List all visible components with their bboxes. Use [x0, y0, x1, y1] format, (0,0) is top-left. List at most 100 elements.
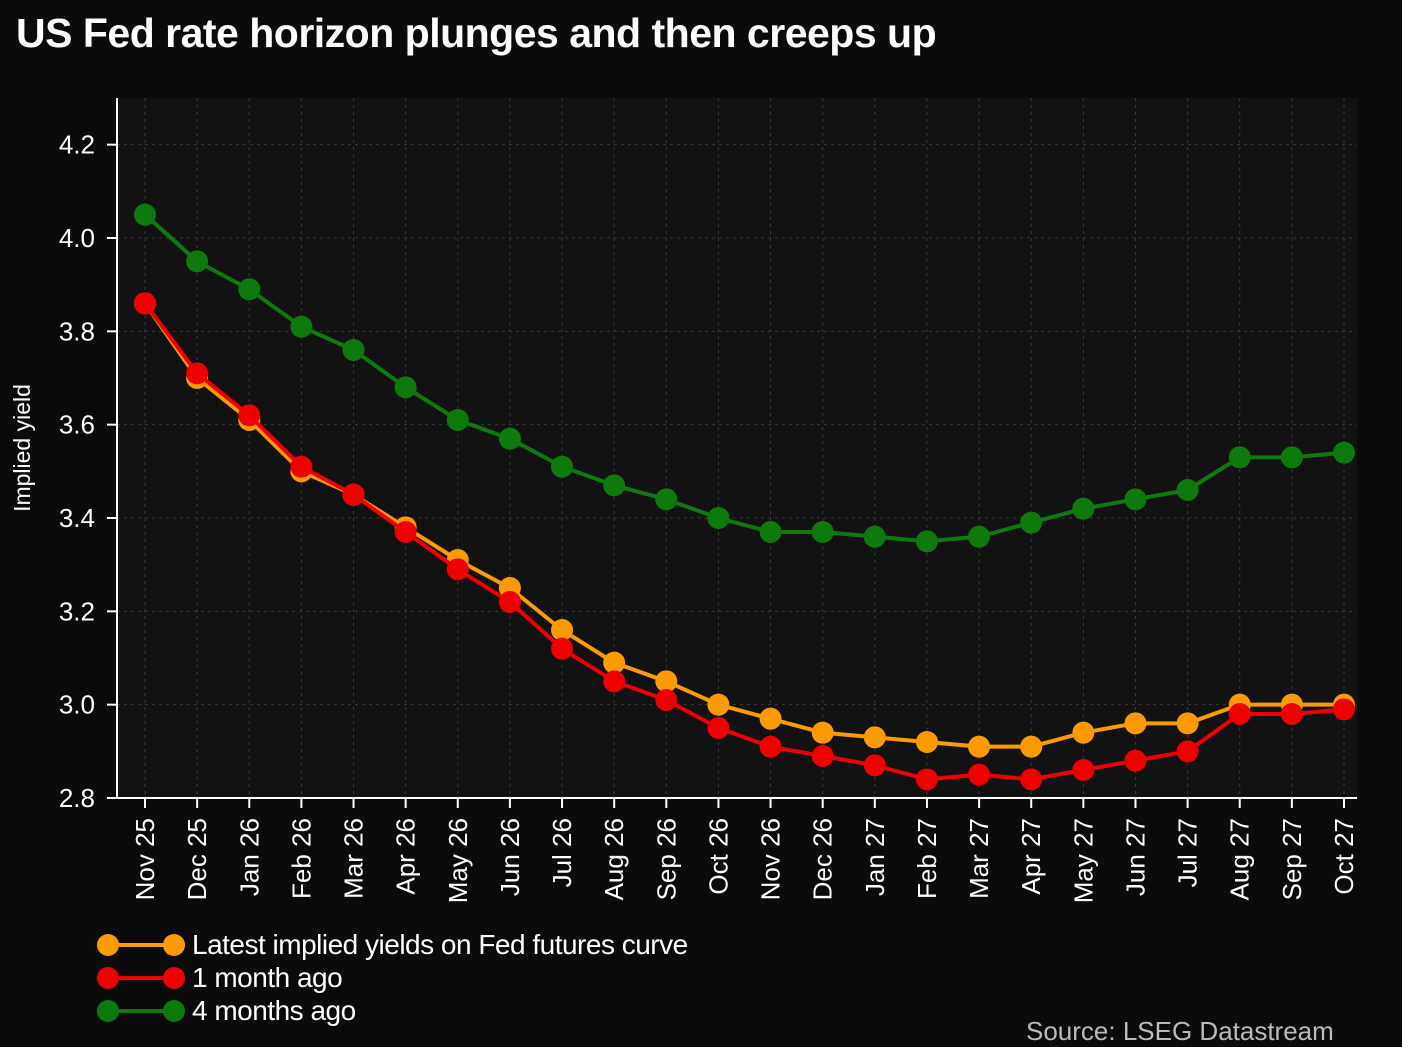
data-point — [498, 427, 521, 450]
data-point — [655, 488, 678, 511]
data-point — [759, 735, 782, 758]
x-tick-label: Aug 27 — [1225, 818, 1255, 900]
data-point — [446, 409, 469, 431]
data-point — [863, 525, 886, 548]
data-point — [134, 203, 156, 226]
chart-title: US Fed rate horizon plunges and then cre… — [16, 10, 937, 56]
data-point — [863, 754, 886, 777]
data-point — [1124, 712, 1147, 735]
source-note: Source: LSEG Datastream — [1026, 1016, 1334, 1046]
x-tick-label: Dec 26 — [808, 818, 838, 900]
x-tick-label: Jan 26 — [234, 818, 264, 896]
data-point — [968, 735, 991, 758]
data-point — [707, 507, 730, 529]
x-tick-label: Nov 25 — [130, 818, 160, 900]
data-point — [1020, 511, 1043, 534]
data-point — [1333, 441, 1355, 464]
data-point — [1280, 446, 1303, 469]
data-point — [394, 376, 417, 399]
x-tick-label: Jul 26 — [547, 818, 577, 887]
legend: Latest implied yields on Fed futures cur… — [96, 928, 688, 1027]
legend-label-4-months-ago: 4 months ago — [192, 994, 356, 1026]
x-tick-label: Nov 26 — [756, 818, 786, 900]
data-point — [1072, 759, 1095, 781]
data-point — [238, 404, 261, 427]
data-point — [915, 530, 938, 553]
data-point — [707, 693, 730, 716]
legend-label-1-month-ago: 1 month ago — [192, 961, 343, 993]
data-point — [1333, 698, 1355, 721]
data-point — [603, 670, 626, 693]
y-tick-label: 3.8 — [59, 316, 95, 346]
y-tick-label: 4.2 — [59, 130, 95, 160]
x-tick-label: Oct 27 — [1329, 818, 1359, 895]
data-point — [290, 315, 313, 338]
x-tick-label: May 26 — [443, 818, 473, 903]
data-point — [551, 455, 574, 478]
data-point — [1124, 749, 1147, 772]
data-point — [759, 707, 782, 730]
x-tick-label: Jun 26 — [495, 818, 525, 896]
data-point — [290, 455, 313, 478]
data-point — [342, 339, 365, 361]
data-point — [707, 717, 730, 739]
data-point — [446, 558, 469, 581]
x-tick-label: Jan 27 — [860, 818, 890, 896]
legend-item-latest: Latest implied yields on Fed futures cur… — [96, 928, 688, 961]
data-point — [238, 278, 261, 301]
x-tick-label: Jun 27 — [1120, 818, 1150, 896]
data-point — [342, 483, 365, 506]
data-point — [968, 763, 991, 786]
x-tick-label: Dec 25 — [182, 818, 212, 900]
legend-item-4-months-ago: 4 months ago — [96, 994, 688, 1027]
data-point — [1072, 721, 1095, 744]
data-point — [186, 362, 209, 385]
data-point — [1072, 497, 1095, 520]
y-tick-label: 3.0 — [59, 690, 95, 720]
plot-area — [117, 98, 1357, 798]
data-point — [759, 521, 782, 543]
data-point — [968, 525, 991, 548]
data-point — [655, 670, 678, 693]
data-point — [394, 521, 417, 543]
data-point — [915, 768, 938, 791]
y-tick-label: 4.0 — [59, 223, 95, 253]
data-point — [655, 689, 678, 711]
data-point — [603, 474, 626, 497]
data-point — [811, 721, 834, 744]
data-point — [1176, 740, 1199, 763]
data-point — [551, 619, 574, 641]
x-tick-label: Feb 27 — [912, 818, 942, 899]
data-point — [863, 726, 886, 749]
x-tick-label: Jul 27 — [1173, 818, 1203, 887]
x-tick-label: Feb 26 — [286, 818, 316, 899]
y-tick-label: 3.2 — [59, 596, 95, 626]
legend-label-latest: Latest implied yields on Fed futures cur… — [192, 928, 688, 960]
data-point — [1280, 703, 1303, 725]
x-tick-label: Apr 27 — [1016, 818, 1046, 895]
data-point — [134, 292, 156, 315]
data-point — [1020, 735, 1043, 758]
data-point — [1176, 712, 1199, 735]
y-axis-title: Implied yield — [9, 384, 35, 512]
data-point — [811, 745, 834, 767]
data-point — [1228, 446, 1251, 469]
legend-swatch-4-months-ago — [97, 999, 185, 1022]
data-point — [1176, 479, 1199, 501]
x-tick-label: May 27 — [1068, 818, 1098, 903]
legend-item-1-month-ago: 1 month ago — [96, 961, 688, 994]
data-point — [915, 731, 938, 753]
y-tick-label: 3.6 — [59, 410, 95, 440]
y-tick-label: 2.8 — [59, 783, 95, 813]
y-tick-label: 3.4 — [59, 503, 95, 533]
x-tick-label: Mar 27 — [964, 818, 994, 899]
data-point — [1124, 488, 1147, 511]
x-tick-label: Apr 26 — [391, 818, 421, 895]
data-point — [186, 250, 209, 273]
legend-swatch-1-month-ago — [97, 966, 185, 989]
data-point — [1020, 768, 1043, 791]
x-tick-label: Sep 26 — [651, 818, 681, 900]
data-point — [811, 521, 834, 543]
data-point — [551, 637, 574, 660]
data-point — [603, 651, 626, 674]
